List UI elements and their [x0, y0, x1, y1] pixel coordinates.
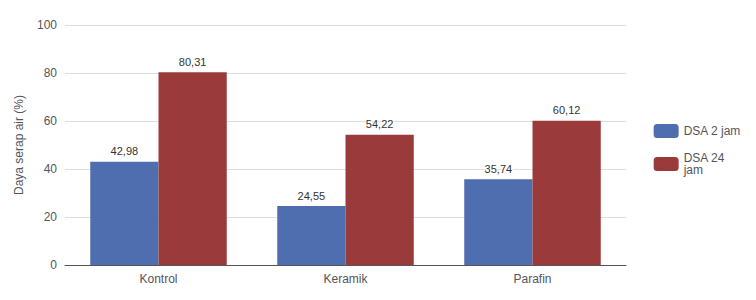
svg-text:DSA 2 jam: DSA 2 jam	[684, 124, 741, 138]
svg-text:35,74: 35,74	[485, 163, 513, 175]
svg-text:20: 20	[44, 210, 58, 224]
svg-text:80,31: 80,31	[179, 56, 207, 68]
svg-text:60: 60	[44, 114, 58, 128]
svg-text:24,55: 24,55	[298, 190, 326, 202]
svg-text:Keramik: Keramik	[323, 272, 368, 286]
svg-text:54,22: 54,22	[366, 118, 394, 130]
svg-text:Parafin: Parafin	[513, 272, 551, 286]
svg-text:0: 0	[50, 258, 57, 272]
svg-text:Daya serap air (%): Daya serap air (%)	[12, 95, 26, 195]
svg-text:80: 80	[44, 66, 58, 80]
svg-text:40: 40	[44, 162, 58, 176]
svg-text:42,98: 42,98	[111, 145, 139, 157]
svg-text:Kontrol: Kontrol	[139, 272, 177, 286]
svg-text:60,12: 60,12	[553, 104, 581, 116]
svg-text:DSA 24: DSA 24	[683, 151, 725, 165]
svg-text:100: 100	[37, 18, 57, 32]
svg-text:jam: jam	[683, 163, 703, 177]
